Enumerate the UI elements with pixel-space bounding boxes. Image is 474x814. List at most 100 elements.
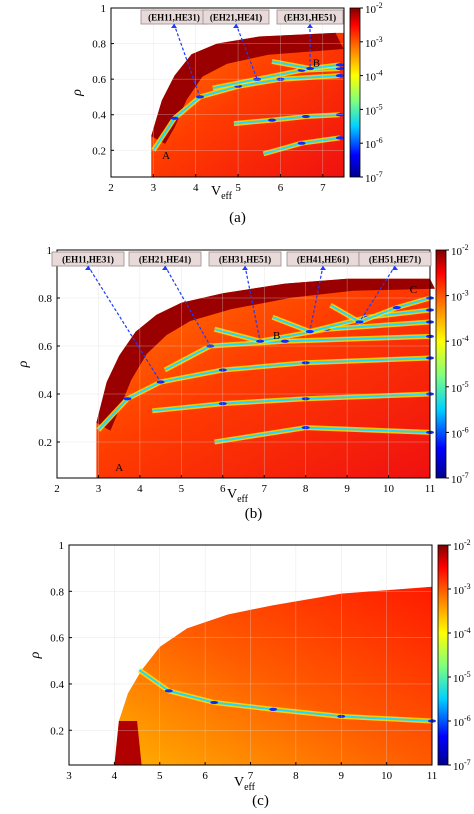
minima-point [335, 74, 344, 78]
y-tick-label: 0.4 [50, 679, 64, 691]
x-axis-label: Veff [227, 487, 249, 505]
colorbar-tick-exponent: -5 [464, 670, 471, 679]
y-tick-label: 0.6 [92, 74, 106, 86]
callout-label: (EH21,HE41) [139, 255, 191, 265]
minima-point [268, 118, 276, 122]
x-tick-label: 6 [278, 182, 284, 194]
minima-point [123, 397, 132, 401]
colorbar-tick-label: 10-3 [365, 35, 383, 50]
colorbar [435, 249, 447, 479]
y-tick-label: 1 [47, 245, 53, 257]
dark-boundary-band [96, 278, 436, 431]
colorbar-tick-exponent: -4 [376, 69, 383, 78]
x-tick-label: 2 [108, 182, 114, 194]
y-axis-label: ρ [70, 89, 85, 97]
dark-lower-left [114, 721, 142, 765]
minima-point [301, 114, 310, 119]
colorbar-tick-label: 10-2 [451, 243, 469, 258]
minima-point [210, 700, 219, 705]
y-tick-label: 0.8 [50, 586, 64, 598]
panel-caption: (c) [252, 793, 269, 809]
minima-curve [97, 357, 431, 431]
x-tick-label: 8 [293, 770, 299, 782]
callout-arrowhead [392, 266, 398, 270]
y-axis-label: ρ [16, 360, 31, 368]
colorbar-tick-label: 10-5 [365, 102, 383, 117]
y-tick-label: 0.2 [50, 725, 64, 737]
colorbar-tick-exponent: -6 [462, 425, 469, 434]
callout-arrowhead [320, 266, 326, 270]
x-tick-label: 8 [303, 483, 309, 495]
colorbar-tick-exponent: -2 [462, 243, 469, 252]
minima-point [392, 306, 401, 310]
x-tick-label: 9 [339, 770, 345, 782]
colorbar-tick-label: 10-5 [453, 670, 471, 685]
x-tick-label: 11 [427, 770, 438, 782]
x-tick-label: 10 [383, 483, 395, 495]
callout-arrow [244, 265, 261, 342]
minima-curve [152, 74, 340, 151]
y-tick-label: 0.8 [38, 293, 52, 305]
colorbar-tick-exponent: -6 [376, 136, 383, 145]
colorbar-tick-label: 10-6 [451, 425, 469, 440]
callout-arrow [359, 265, 396, 323]
callout-arrow [87, 265, 162, 383]
minima-point [335, 136, 344, 140]
callout-label: (EH31,HE51) [219, 255, 271, 265]
minima-point [280, 339, 289, 343]
y-tick-label: 0.8 [92, 39, 106, 51]
colorbar-tick-exponent: -3 [464, 582, 471, 591]
point-label: A [162, 150, 170, 162]
colorbar-tick-label: 10-7 [451, 471, 469, 486]
colorbar-tick-label: 10-5 [451, 380, 469, 395]
callout-arrowhead [162, 266, 168, 270]
callout-label: (EH11,HE31) [62, 255, 114, 265]
y-tick-label: 0.6 [50, 633, 64, 645]
point-label: B [273, 330, 280, 342]
callout-arrow [164, 265, 211, 347]
plot-frame [56, 249, 431, 479]
callout-label: (EH21,HE41) [210, 13, 262, 23]
callout-arrowhead [171, 24, 177, 28]
minima-curve [138, 669, 433, 722]
callout-label: (EH31,HE51) [284, 13, 336, 23]
x-tick-label: 4 [137, 483, 143, 495]
callout-label: (EH11,HE31) [148, 13, 200, 23]
callout-label: (EH41,HE61) [297, 255, 349, 265]
callout-arrowhead [85, 266, 91, 270]
callout-arrow [173, 23, 201, 98]
y-tick-label: 0.2 [92, 145, 106, 157]
x-tick-label: 9 [344, 483, 350, 495]
colorbar-tick-exponent: -7 [464, 758, 471, 767]
colorbar-tick-exponent: -6 [464, 714, 471, 723]
x-tick-label: 3 [66, 770, 72, 782]
colorbar-tick-label: 10-7 [365, 170, 383, 185]
colorbar-tick-label: 10-6 [365, 136, 383, 151]
panel-caption: (a) [229, 210, 246, 226]
x-tick-label: 3 [96, 483, 102, 495]
panel-caption: (b) [245, 506, 263, 522]
y-tick-label: 1 [59, 540, 65, 552]
minima-point [297, 141, 306, 145]
colorbar-tick-exponent: -5 [462, 380, 469, 389]
colorbar-tick-label: 10-4 [453, 626, 471, 641]
colorbar-tick-label: 10-4 [451, 334, 469, 349]
colorbar-tick-exponent: -5 [376, 102, 383, 111]
colorbar-tick-exponent: -7 [462, 471, 469, 480]
chart-panel-b: 2 3 4 5 6 7 8 9 10 1110.80.60.40.2Veffρ10-210-310… [16, 243, 469, 522]
colorbar-tick-exponent: -7 [376, 170, 383, 179]
minima-point [335, 66, 344, 71]
colorbar-tick-label: 10-6 [453, 714, 471, 729]
x-tick-label: 7 [320, 182, 326, 194]
minima-curve [272, 309, 431, 333]
colorbar-tick-exponent: -2 [376, 1, 383, 10]
colorbar-tick-label: 10-3 [453, 582, 471, 597]
x-tick-label: 4 [193, 182, 199, 194]
point-label: B [313, 58, 320, 70]
heat-region [96, 278, 430, 478]
dark-boundary-band [151, 32, 344, 144]
colorbar [349, 7, 361, 178]
minima-point [305, 330, 314, 334]
point-label: C [410, 284, 417, 296]
